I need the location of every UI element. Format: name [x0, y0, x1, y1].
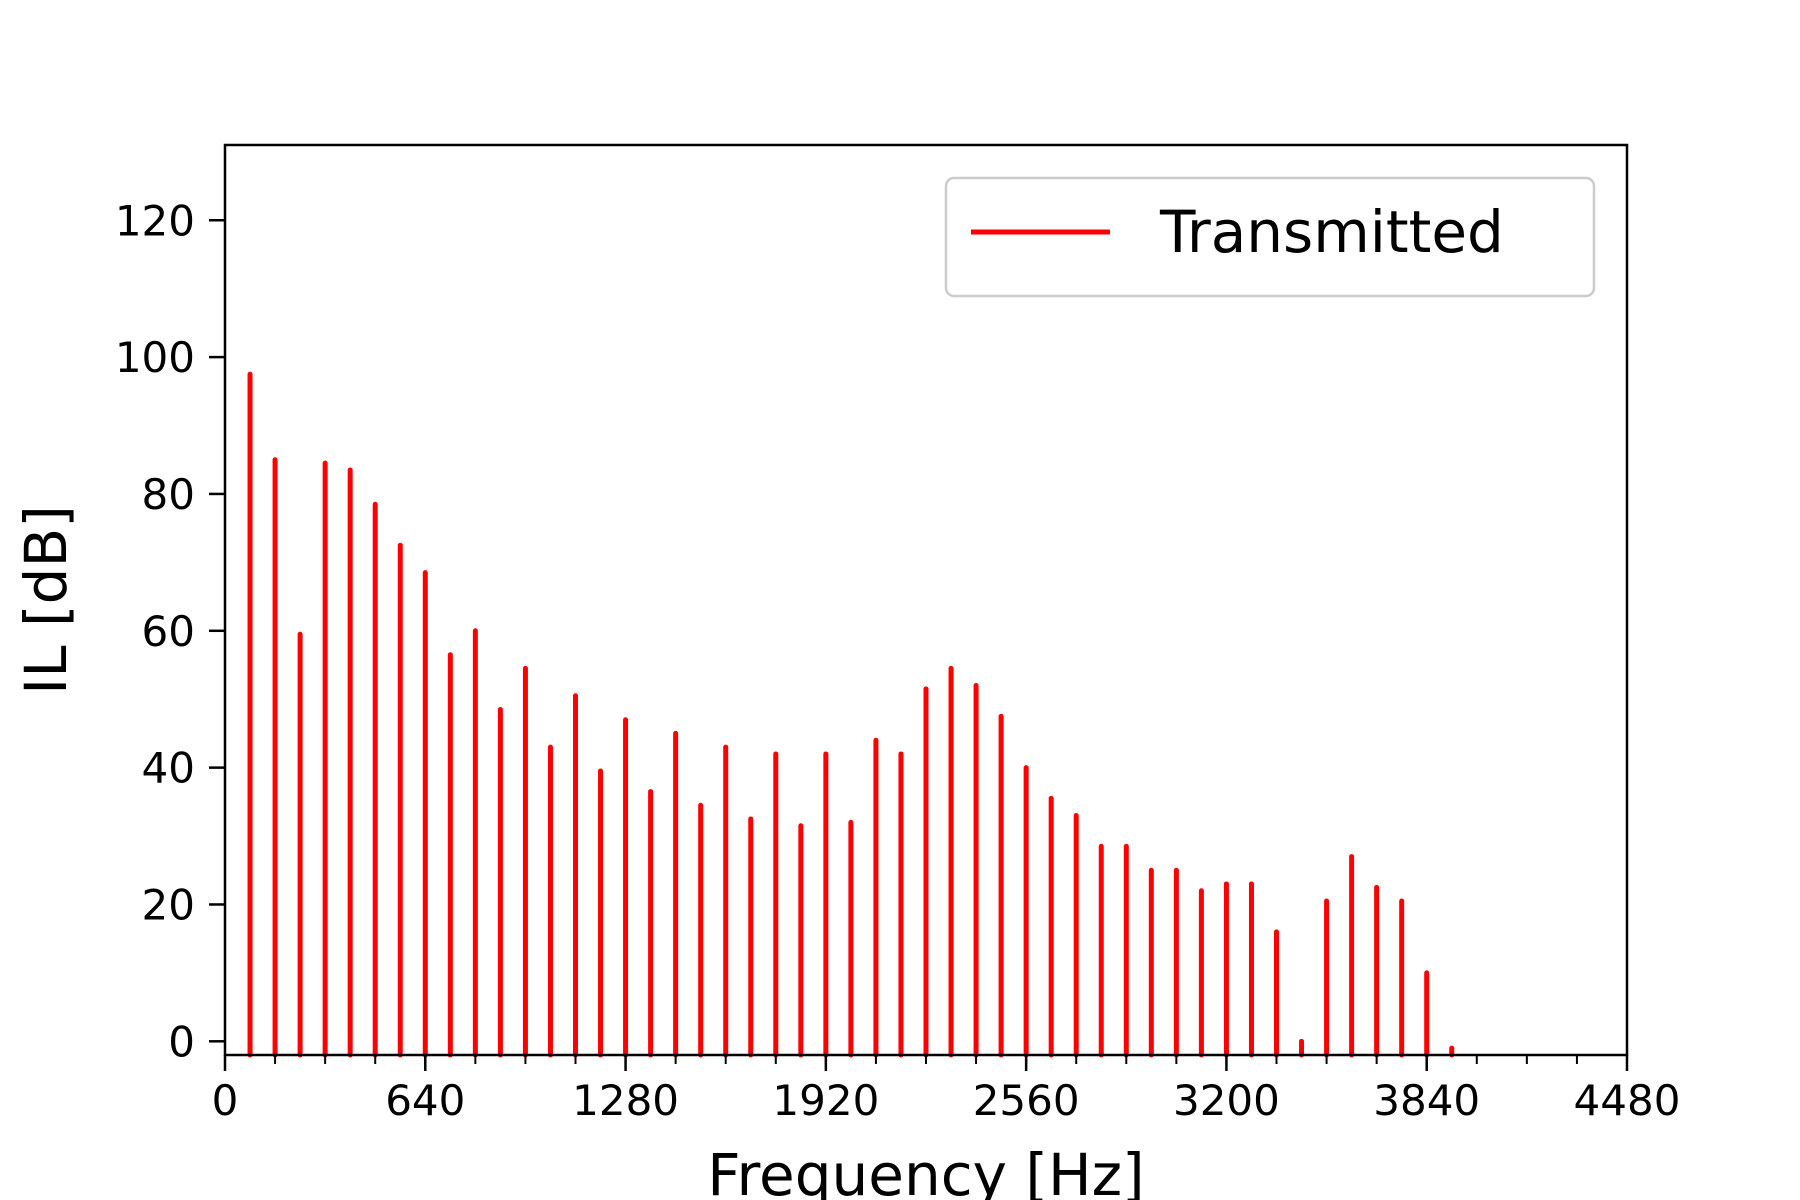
- y-tick-label: 60: [142, 607, 195, 656]
- x-tick-label: 640: [385, 1076, 465, 1125]
- x-axis-title: Frequency [Hz]: [707, 1141, 1144, 1200]
- x-tick-label: 4480: [1574, 1076, 1681, 1125]
- x-tick-label: 1280: [572, 1076, 679, 1125]
- y-tick-label: 80: [142, 470, 195, 519]
- y-axis-title: IL [dB]: [12, 505, 80, 695]
- x-tick-label: 2560: [973, 1076, 1080, 1125]
- legend-box: [944, 176, 1596, 298]
- y-tick-label: 40: [142, 744, 195, 793]
- x-tick-label: 1920: [772, 1076, 879, 1125]
- x-tick-label: 0: [212, 1076, 239, 1125]
- y-tick-label: 0: [168, 1017, 195, 1066]
- x-tick-label: 3200: [1173, 1076, 1280, 1125]
- legend-label-transmitted: Transmitted: [1159, 198, 1504, 266]
- x-tick-label: 3840: [1373, 1076, 1480, 1125]
- y-tick-label: 100: [115, 333, 195, 382]
- x-axis: 0 640 1280 1920 2560 3200 3840 4480: [212, 1055, 1681, 1125]
- legend: Transmitted: [944, 176, 1596, 298]
- y-tick-label: 120: [115, 196, 195, 245]
- y-tick-label: 20: [142, 880, 195, 929]
- y-axis: 0 20 40 60 80 100 120: [115, 196, 225, 1066]
- bars-layer: [247, 371, 1455, 1058]
